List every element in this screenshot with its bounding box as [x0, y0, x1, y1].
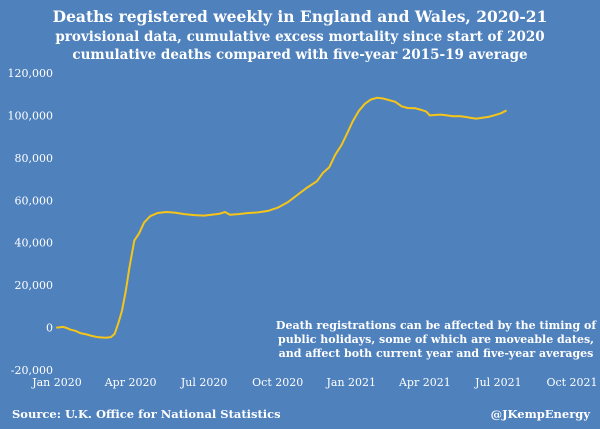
y-tick-label: 80,000 [15, 152, 54, 165]
chart-subtitle-1: provisional data, cumulative excess mort… [55, 29, 544, 45]
annotation-line-2: public holidays, some of which are movea… [278, 333, 594, 346]
x-tick-label: Oct 2020 [252, 376, 303, 389]
x-tick-label: Jul 2020 [180, 376, 228, 389]
annotation-line-3: and affect both current year and five-ye… [279, 347, 594, 360]
x-axis: Jan 2020 Apr 2020 Jul 2020 Oct 2020 Jan 2021… [31, 376, 597, 389]
y-tick-label: 100,000 [8, 109, 54, 122]
annotation-line-1: Death registrations can be affected by t… [276, 319, 597, 332]
series-layer [56, 96, 507, 339]
annotation: Death registrations can be affected by t… [276, 319, 597, 360]
y-tick-label: 120,000 [8, 67, 54, 80]
y-tick-label: 60,000 [15, 194, 54, 207]
x-tick-label: Jul 2021 [474, 376, 522, 389]
x-tick-label: Apr 2020 [104, 376, 157, 389]
source-note: Source: U.K. Office for National Statist… [12, 407, 281, 421]
series-line [56, 96, 507, 339]
y-tick-label: 0 [46, 322, 53, 335]
y-tick-label: 20,000 [15, 279, 54, 292]
author-credit: @JKempEnergy [491, 407, 591, 421]
chart-subtitle-2: cumulative deaths compared with five-yea… [72, 47, 527, 63]
x-tick-label: Apr 2021 [398, 376, 451, 389]
y-tick-label: 40,000 [15, 237, 54, 250]
y-tick-label: -20,000 [11, 364, 53, 377]
chart-title: Deaths registered weekly in England and … [53, 7, 548, 26]
x-tick-label: Jan 2021 [326, 376, 377, 389]
y-axis: 120,000 100,000 80,000 60,000 40,000 20,000 0 -… [8, 67, 54, 377]
x-tick-label: Jan 2020 [31, 376, 82, 389]
x-tick-label: Oct 2021 [546, 376, 597, 389]
